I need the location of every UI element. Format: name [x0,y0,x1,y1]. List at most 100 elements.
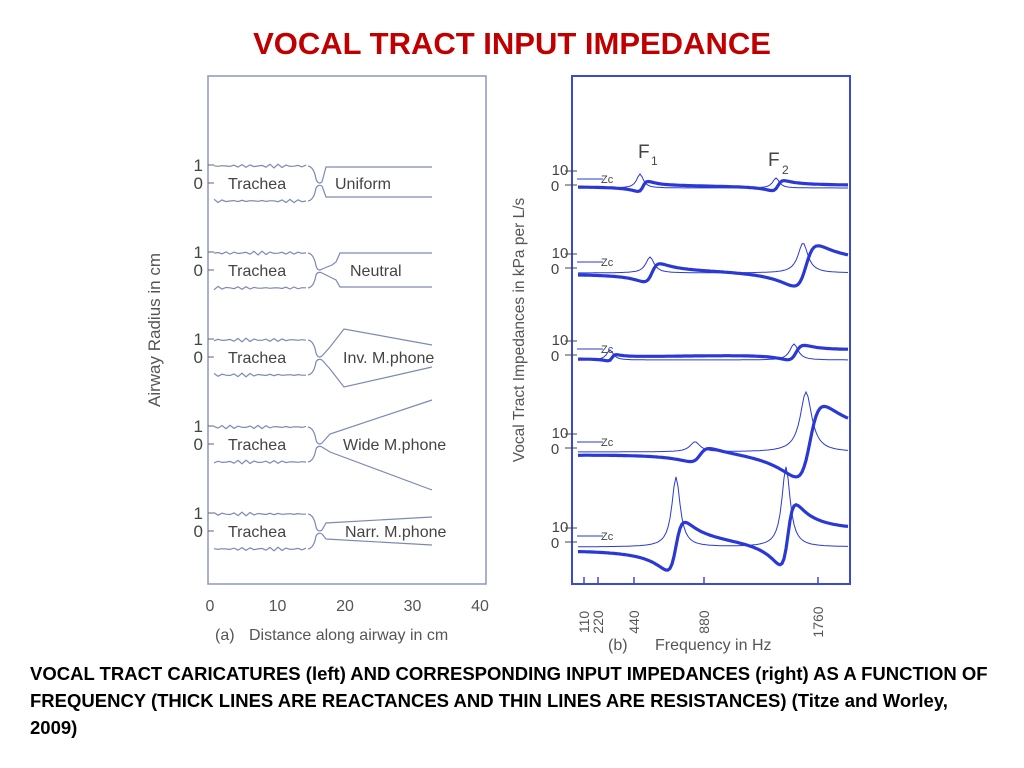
zc-label: Zc [601,257,614,269]
trachea-wall-bottom [213,372,306,378]
impedance-row: 100 Zc [551,243,849,288]
page-title: VOCAL TRACT INPUT IMPEDANCE [253,26,771,61]
impedance-row: 100 Zc [551,332,848,365]
panel-b-ylabel: Vocal Tract Impedances in kPa per L/s [511,198,528,463]
tract-shape-label: Wide M.phone [343,437,446,454]
glottis-top [307,165,323,184]
tract-wall-top [321,252,432,270]
svg-text:2: 2 [782,163,789,177]
tube-tick-label-1: 1 [194,330,203,349]
tract-wall-top [321,328,433,357]
resistance-line [578,390,849,453]
tract-wall-bottom [321,185,432,198]
panel-b-label: (b) [608,637,628,654]
trachea-label: Trachea [228,350,286,367]
tube-diagram: 10 Trachea Neutral [194,243,432,291]
tube-tick-label-1: 1 [194,417,203,436]
panel-b-xlabel: Frequency in Hz [655,637,772,654]
trachea-wall-top [213,424,307,430]
panel-a-x-tick-label: 40 [471,598,489,615]
trachea-wall-top [213,337,307,343]
panel-b-x-tick-label: 880 [696,610,712,634]
svg-text:F: F [638,142,650,163]
impedance-row: 100 Zc [551,162,848,195]
svg-text:1: 1 [651,154,658,168]
resistance-line [578,343,848,361]
tube-tick-label-0: 0 [194,435,203,454]
trachea-label: Trachea [228,176,286,193]
tube-tick-label-0: 0 [194,522,203,541]
tube-tick-label-0: 0 [194,261,203,280]
panel-a-x-tick-label: 20 [336,598,354,615]
figure: Airway Radius in cm (a) Distance along a… [145,75,851,654]
panel-a-label: (a) [215,627,235,644]
row-tick-label-0: 0 [551,261,559,278]
row-tick-label-10: 10 [552,245,569,262]
tract-wall-top [321,399,433,444]
row-tick-label-0: 0 [551,535,559,552]
row-tick-label-10: 10 [552,425,569,442]
trachea-label: Trachea [228,524,286,541]
row-tick-label-0: 0 [551,178,559,195]
reactance-line [578,404,849,479]
impedance-row: 100 Zc [551,466,849,572]
row-tick-label-10: 10 [552,332,569,349]
trachea-wall-bottom [213,459,307,465]
zc-label: Zc [601,437,614,449]
tract-wall-bottom [321,533,433,546]
trachea-wall-top [213,250,307,256]
figure-caption: VOCAL TRACT CARICATURES (left) AND CORRE… [30,663,988,738]
tube-tick-label-1: 1 [194,504,203,523]
tube-tick-label-1: 1 [194,243,203,262]
row-tick-label-10: 10 [552,519,569,536]
tube-diagram: 10 Trachea Uniform [194,156,432,204]
formant-label-f2: F 2 [768,150,789,177]
tube-diagram: 10 Trachea Narr. M.phone [194,504,446,552]
tube-diagram: 10 Trachea Wide M.phone [194,399,446,491]
reactance-line [578,343,848,363]
panel-b-x-tick-label: 220 [590,610,606,634]
glottis-top [307,513,323,532]
svg-text:F: F [768,150,780,171]
panel-a-x-tick-label: 10 [269,598,287,615]
tract-wall-bottom [321,359,433,388]
panel-a-x-tick-label: 0 [206,598,215,615]
zc-label: Zc [601,174,614,186]
panel-b-x-tick-label: 440 [626,610,642,634]
tract-wall-top [321,166,432,183]
glottis-bottom [307,445,323,463]
panel-a-x-tick-label: 30 [404,598,422,615]
trachea-label: Trachea [228,263,286,280]
panel-b: Vocal Tract Impedances in kPa per L/s (b… [511,75,851,654]
tract-shape-label: Narr. M.phone [345,524,446,541]
row-tick-label-0: 0 [551,348,559,365]
tract-shape-label: Uniform [335,176,391,193]
tube-tick-label-0: 0 [194,174,203,193]
tube-tick-label-1: 1 [194,156,203,175]
glottis-top [307,252,323,271]
panel-a-ylabel: Airway Radius in cm [145,253,164,407]
zc-label: Zc [601,531,614,543]
tube-diagram: 10 Trachea Inv. M.phone [194,328,434,388]
glottis-bottom [307,532,323,550]
reactance-line [578,178,848,194]
trachea-wall-bottom [213,285,307,291]
reactance-line [578,503,849,572]
glottis-bottom [307,271,323,289]
tract-shape-label: Neutral [350,263,402,280]
tube-tick-label-0: 0 [194,348,203,367]
panel-b-x-tick-label: 110 [576,611,592,634]
trachea-wall-top [213,511,306,517]
panel-a-xlabel: Distance along airway in cm [249,627,448,644]
resistance-line [578,466,848,548]
reactance-line [578,244,849,288]
glottis-bottom [307,184,323,202]
tract-wall-bottom [321,446,433,491]
panel-a: Airway Radius in cm (a) Distance along a… [145,75,489,644]
glottis-top [307,426,323,445]
zc-label: Zc [601,344,614,356]
formant-label-f1: F 1 [638,142,658,168]
